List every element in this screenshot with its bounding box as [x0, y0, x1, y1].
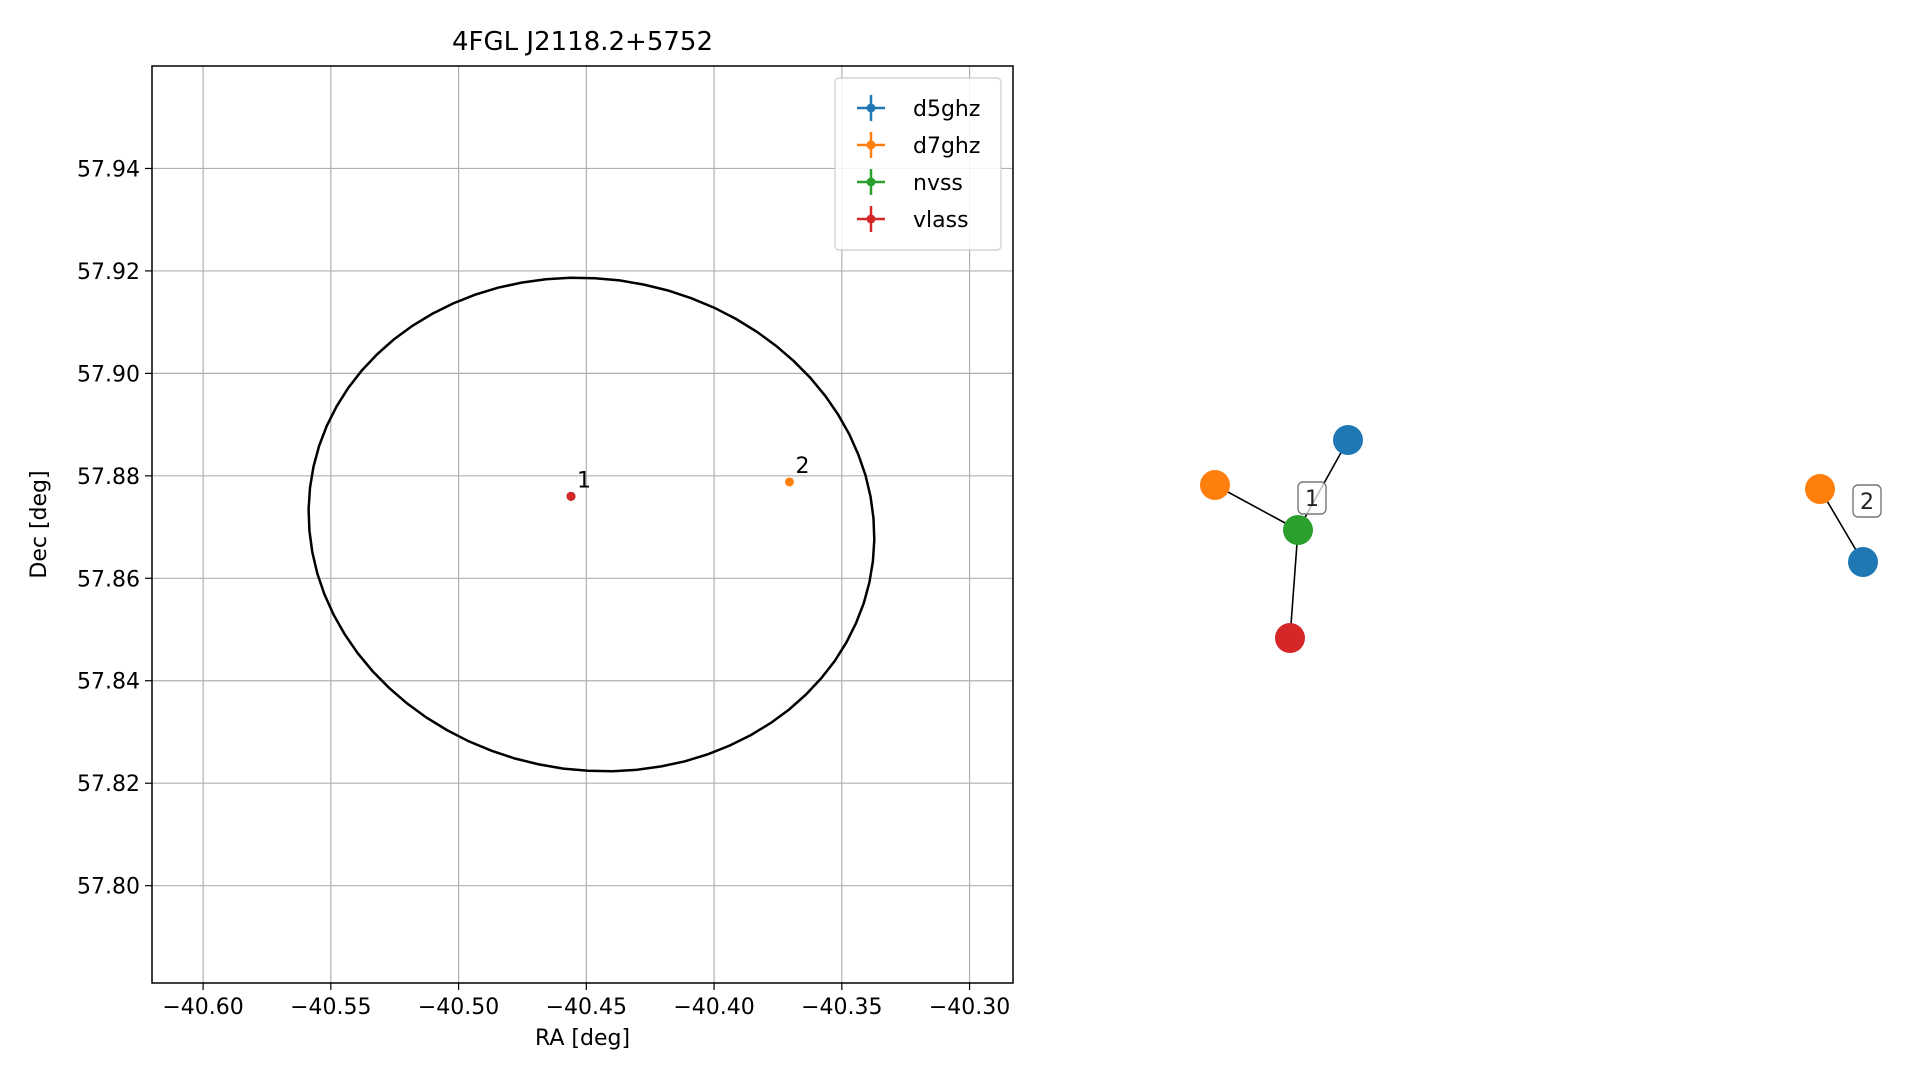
scatter-panel: 12 −40.60 −40.55 −40.50 −40.45 −40.40 −40.35−…: [27, 27, 1014, 1051]
node-2-d5ghz: [1848, 547, 1878, 577]
node-label-2: 2: [1860, 490, 1874, 515]
legend: d5ghz d7ghz nvss vlass: [834, 77, 1002, 251]
legend-item-vlass: vlass: [857, 206, 969, 233]
annotation-2: 2: [795, 454, 809, 479]
x-tick-label-4: −40.40: [673, 995, 754, 1020]
legend-label-vlass: vlass: [913, 208, 969, 233]
chart-title: 4FGL J2118.2+5752: [452, 27, 713, 57]
localization-ellipse: [307, 276, 876, 773]
plot-frame: [151, 65, 1014, 984]
y-tick-label-4: 57.88: [77, 465, 140, 490]
node-1-d7ghz: [1200, 470, 1230, 500]
y-tick-label-6: 57.92: [77, 260, 140, 285]
point-vlass-0: [566, 491, 576, 501]
network-group-1: 1: [1200, 425, 1363, 653]
legend-marker-nvss: [866, 177, 876, 187]
edge-1-nvss-d7ghz: [1214, 484, 1299, 531]
legend-label-d7ghz: d7ghz: [913, 134, 980, 159]
legend-marker-vlass: [866, 214, 876, 224]
legend-marker-d5ghz: [866, 103, 876, 113]
y-tick-label-0: 57.80: [77, 875, 140, 900]
node-1-vlass: [1275, 623, 1305, 653]
x-tick-label-5: −40.35: [801, 995, 882, 1020]
node-1-d5ghz: [1333, 425, 1363, 455]
legend-marker-d7ghz: [866, 140, 876, 150]
x-tick-label-0: −40.60: [162, 995, 243, 1020]
x-axis-label: RA [deg]: [535, 1026, 630, 1051]
edge-1-nvss-vlass: [1289, 529, 1299, 639]
legend-item-d7ghz: d7ghz: [857, 132, 980, 159]
x-axis-ticks: −40.60 −40.55 −40.50 −40.45 −40.40 −40.35 −40.…: [162, 983, 1010, 1020]
network-group-2: 2: [1805, 474, 1882, 577]
y-axis-label: Dec [deg]: [27, 470, 52, 578]
legend-item-nvss: nvss: [857, 169, 963, 196]
y-axis-ticks: 57.80 57.82 57.84 57.86 57.88 57.90 57.92 57.94: [77, 157, 152, 900]
y-tick-label-7: 57.94: [77, 157, 140, 182]
legend-label-d5ghz: d5ghz: [913, 97, 980, 122]
legend-box: [834, 77, 1002, 251]
y-tick-label-1: 57.82: [77, 772, 140, 797]
points-layer: 12: [566, 454, 809, 501]
node-2-d7ghz: [1805, 474, 1835, 504]
node-label-box-2: [1852, 484, 1882, 518]
node-label-1: 1: [1305, 487, 1319, 512]
point-d7ghz-0: [784, 477, 794, 487]
node-1-nvss: [1283, 515, 1313, 545]
y-tick-label-2: 57.84: [77, 670, 140, 695]
x-tick-label-6: −40.30: [929, 995, 1010, 1020]
annotation-1: 1: [577, 468, 591, 493]
y-tick-label-5: 57.90: [77, 362, 140, 387]
x-tick-label-3: −40.45: [546, 995, 627, 1020]
y-tick-label-3: 57.86: [77, 567, 140, 592]
x-tick-label-2: −40.50: [418, 995, 499, 1020]
ellipse-layer: [307, 276, 876, 773]
legend-item-d5ghz: d5ghz: [857, 95, 980, 122]
node-label-box-1: [1297, 481, 1327, 515]
x-tick-label-1: −40.55: [290, 995, 371, 1020]
legend-label-nvss: nvss: [913, 171, 963, 196]
